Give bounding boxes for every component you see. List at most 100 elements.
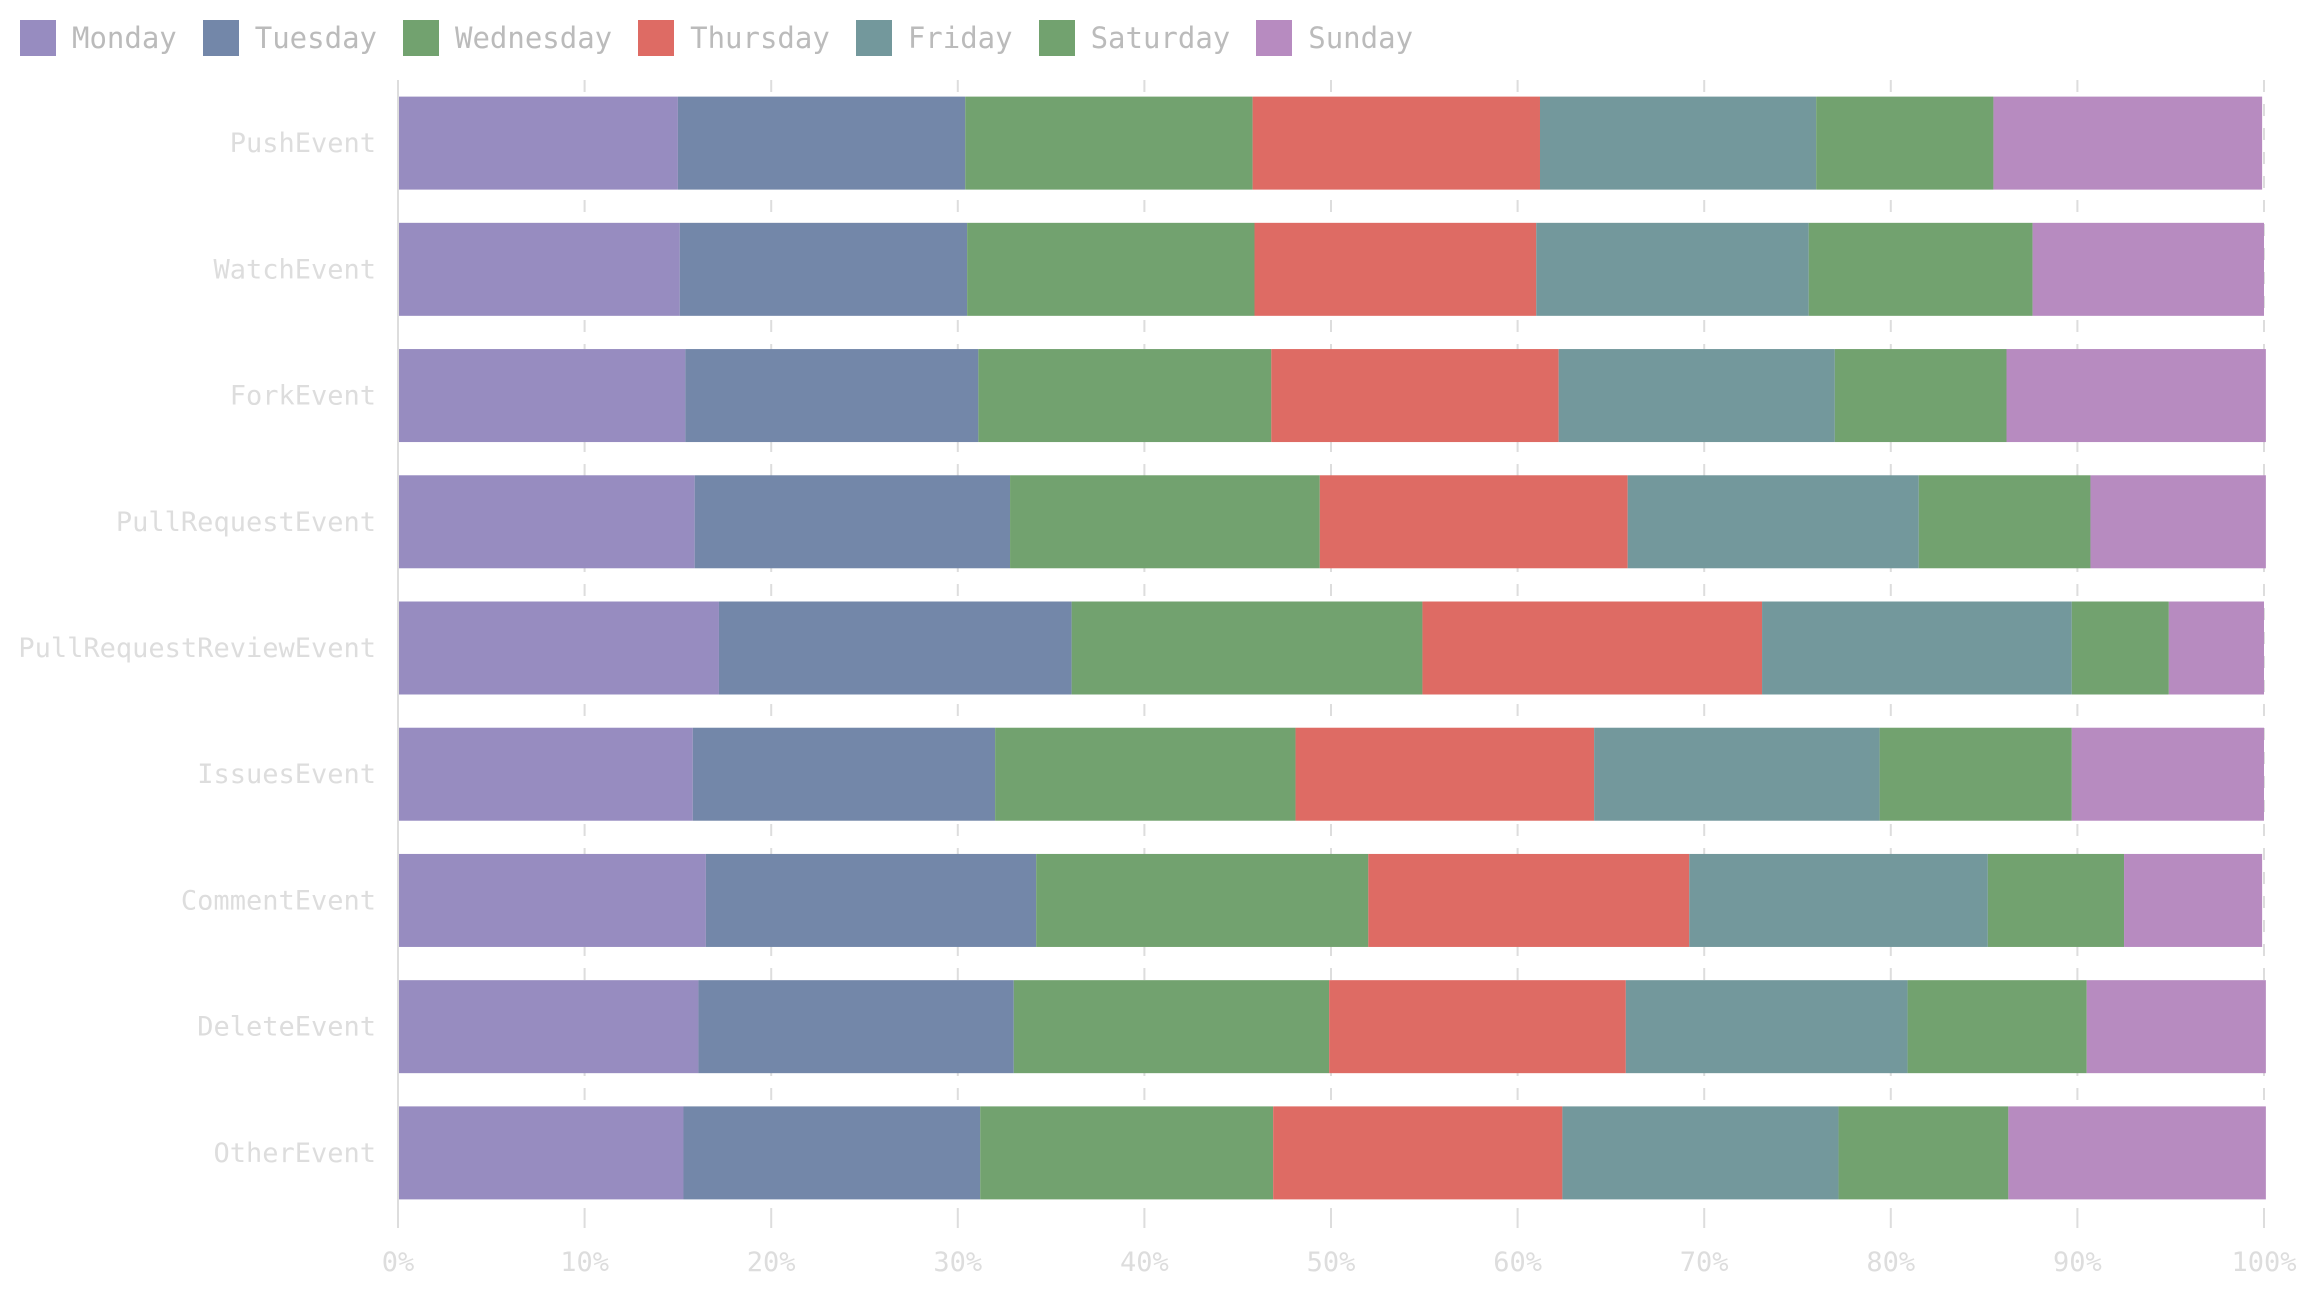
legend-item[interactable]: Tuesday: [202, 20, 377, 56]
bar-segment-thursday: [1422, 601, 1763, 695]
legend-label: Wednesday: [454, 21, 613, 55]
legend-item[interactable]: Friday: [855, 20, 1013, 56]
y-category-label: PullRequestEvent: [116, 507, 376, 538]
bar-segment-monday: [398, 349, 686, 443]
bar-segment-tuesday: [718, 601, 1072, 695]
x-tick-label: 30%: [933, 1247, 982, 1278]
bar-segment-wednesday: [1010, 475, 1320, 569]
bar-segment-tuesday: [705, 853, 1037, 947]
bar-segment-wednesday: [995, 727, 1296, 821]
bar-segment-tuesday: [679, 222, 968, 316]
bar-segment-tuesday: [694, 475, 1011, 569]
bar-segment-saturday: [2071, 601, 2169, 695]
bar-segment-saturday: [1879, 727, 2072, 821]
bar-segment-wednesday: [1013, 980, 1330, 1074]
bar-segment-saturday: [1907, 980, 2087, 1074]
bar-segment-thursday: [1273, 1106, 1563, 1200]
legend-swatch: [855, 20, 892, 56]
bar-segment-thursday: [1254, 222, 1537, 316]
y-category-label: ForkEvent: [230, 381, 376, 412]
bar-segment-monday: [398, 222, 680, 316]
bar-segment-saturday: [1838, 1106, 2009, 1200]
bar-segment-sunday: [2032, 222, 2264, 316]
bar-segment-wednesday: [1036, 853, 1369, 947]
bar-segment-tuesday: [685, 349, 979, 443]
y-category-label: PushEvent: [230, 128, 376, 159]
x-tick-label: 80%: [1866, 1247, 1915, 1278]
bar-segment-friday: [1558, 349, 1835, 443]
bar-segment-saturday: [1834, 349, 2007, 443]
bar-segment-friday: [1594, 727, 1880, 821]
bar-segment-wednesday: [967, 222, 1255, 316]
legend: Monday Tuesday Wednesday Thursday Friday Satu…: [20, 18, 1439, 58]
bar-segment-saturday: [1987, 853, 2125, 947]
y-category-label: WatchEvent: [213, 254, 376, 285]
bar-segment-tuesday: [698, 980, 1014, 1074]
bar-segment-friday: [1562, 1106, 1839, 1200]
bar-segment-saturday: [1816, 96, 1994, 190]
bar-segment-thursday: [1252, 96, 1540, 190]
bar-segment-saturday: [1808, 222, 2033, 316]
bar-segment-thursday: [1329, 980, 1626, 1074]
bar-segment-sunday: [2168, 601, 2264, 695]
bar-segment-wednesday: [965, 96, 1253, 190]
bar-segment-sunday: [2086, 980, 2266, 1074]
bar-segment-friday: [1627, 475, 1919, 569]
bar-segment-thursday: [1295, 727, 1595, 821]
bar-segment-friday: [1539, 96, 1817, 190]
x-tick-label: 90%: [2053, 1247, 2102, 1278]
bar-segment-friday: [1762, 601, 2072, 695]
legend-swatch: [202, 20, 239, 56]
bar-segment-saturday: [1918, 475, 2091, 569]
legend-item[interactable]: Thursday: [638, 20, 830, 56]
legend-label: Monday: [72, 21, 177, 55]
legend-swatch: [402, 20, 439, 56]
legend-swatch: [1256, 20, 1293, 56]
bar-segment-thursday: [1319, 475, 1628, 569]
bar-segment-sunday: [2124, 853, 2263, 947]
legend-item[interactable]: Monday: [20, 20, 177, 56]
legend-label: Sunday: [1308, 21, 1414, 55]
x-tick-label: 0%: [382, 1247, 415, 1278]
legend-swatch: [20, 20, 56, 56]
y-category-label: CommentEvent: [181, 885, 376, 916]
bar-segment-monday: [398, 980, 699, 1074]
y-category-label: OtherEvent: [213, 1138, 376, 1169]
legend-item[interactable]: Wednesday: [402, 20, 613, 56]
x-tick-label: 20%: [747, 1247, 796, 1278]
bar-segment-monday: [398, 727, 693, 821]
bar-segment-friday: [1536, 222, 1809, 316]
bar-segment-thursday: [1368, 853, 1690, 947]
bar-segment-tuesday: [692, 727, 996, 821]
legend-item[interactable]: Saturday: [1038, 20, 1231, 56]
y-category-label: IssuesEvent: [197, 759, 376, 790]
bar-segment-tuesday: [677, 96, 966, 190]
legend-label: Thursday: [690, 21, 830, 55]
bar-segment-sunday: [2006, 349, 2266, 443]
bar-segment-wednesday: [1071, 601, 1423, 695]
bar-segment-monday: [398, 475, 695, 569]
bar-segment-thursday: [1271, 349, 1559, 443]
legend-swatch: [1038, 20, 1075, 56]
legend-label: Tuesday: [254, 21, 377, 55]
bar-segment-friday: [1689, 853, 1988, 947]
bar-segment-sunday: [2090, 475, 2266, 569]
legend-label: Saturday: [1090, 21, 1231, 55]
bar-segment-sunday: [1993, 96, 2263, 190]
y-category-label: PullRequestReviewEvent: [18, 633, 376, 664]
bar-segment-monday: [398, 853, 706, 947]
bar-segment-tuesday: [683, 1106, 981, 1200]
bar-segment-sunday: [2071, 727, 2264, 821]
bar-segment-friday: [1625, 980, 1908, 1074]
x-tick-label: 50%: [1307, 1247, 1356, 1278]
bar-segment-monday: [398, 601, 719, 695]
bar-segment-wednesday: [978, 349, 1272, 443]
bar-segment-monday: [398, 96, 678, 190]
x-tick-label: 10%: [560, 1247, 609, 1278]
x-tick-label: 70%: [1680, 1247, 1729, 1278]
legend-item[interactable]: Sunday: [1256, 20, 1413, 56]
x-tick-label: 100%: [2231, 1247, 2296, 1278]
bar-segment-monday: [398, 1106, 684, 1200]
x-tick-label: 40%: [1120, 1247, 1169, 1278]
